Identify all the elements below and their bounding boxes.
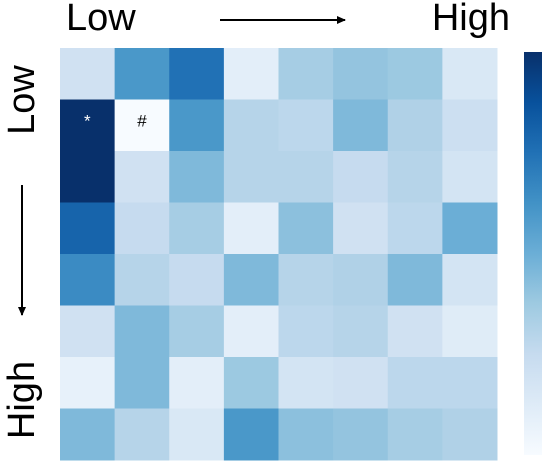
heatmap-cell [169,254,225,306]
heatmap-cell [114,99,170,152]
heatmap-cell [60,151,116,203]
heatmap-cell [60,99,116,152]
heatmap-cell [278,202,334,255]
heatmap-cell [387,48,443,100]
heatmap-cell [114,254,170,306]
heatmap-cell [387,202,443,255]
heatmap-cell [442,357,498,409]
heatmap-cell [442,48,498,100]
heatmap-cell [114,357,170,409]
heatmap-cell [60,254,116,306]
heatmap-cell [114,408,170,461]
heatmap-grid [60,48,498,461]
heatmap-cell [114,151,170,203]
heatmap-cell [442,305,498,358]
heatmap-cell [333,48,389,100]
heatmap-cell [333,254,389,306]
cell-annotation: * [84,111,91,130]
heatmap-cell [223,151,279,203]
heatmap-cell [387,99,443,152]
heatmap-cell [333,202,389,255]
x-low-label: Low [66,0,136,39]
heatmap-cell [223,357,279,409]
heatmap-cell [169,202,225,255]
heatmap-cell [60,305,116,358]
heatmap-cell [169,99,225,152]
heatmap-cell [114,202,170,255]
heatmap-cell [114,305,170,358]
heatmap-cell [387,357,443,409]
heatmap-cell [169,151,225,203]
heatmap-cell [223,202,279,255]
heatmap-cell [223,48,279,100]
heatmap-cell [442,99,498,152]
heatmap-cell [278,408,334,461]
heatmap-cell [169,305,225,358]
heatmap-cell [387,408,443,461]
heatmap-cell [333,357,389,409]
heatmap-cell [442,408,498,461]
heatmap-cell [278,151,334,203]
heatmap-cell [60,408,116,461]
heatmap-cell [387,305,443,358]
heatmap-cell [169,408,225,461]
x-high-label: High [432,0,510,39]
heatmap-cell [278,357,334,409]
heatmap-cell [223,254,279,306]
y-low-label: Low [1,65,43,135]
heatmap-cell [278,305,334,358]
heatmap-cell [333,305,389,358]
heatmap-cell [278,99,334,152]
heatmap-cell [223,99,279,152]
heatmap-cell [169,48,225,100]
heatmap-cell [333,99,389,152]
heatmap-cell [387,151,443,203]
heatmap-cell [60,48,116,100]
heatmap-cell [442,151,498,203]
y-high-label: High [1,361,43,439]
cell-annotation: # [137,111,147,130]
heatmap-cell [278,48,334,100]
heatmap-cell [387,254,443,306]
heatmap-cell [442,254,498,306]
heatmap-cell [60,202,116,255]
heatmap-cell [114,48,170,100]
heatmap-cell [333,408,389,461]
heatmap-cell [60,357,116,409]
colorbar [524,52,542,455]
heatmap-cell [223,408,279,461]
heatmap-cell [442,202,498,255]
heatmap-cell [223,305,279,358]
heatmap-cell [278,254,334,306]
heatmap-cell [169,357,225,409]
heatmap-cell [333,151,389,203]
